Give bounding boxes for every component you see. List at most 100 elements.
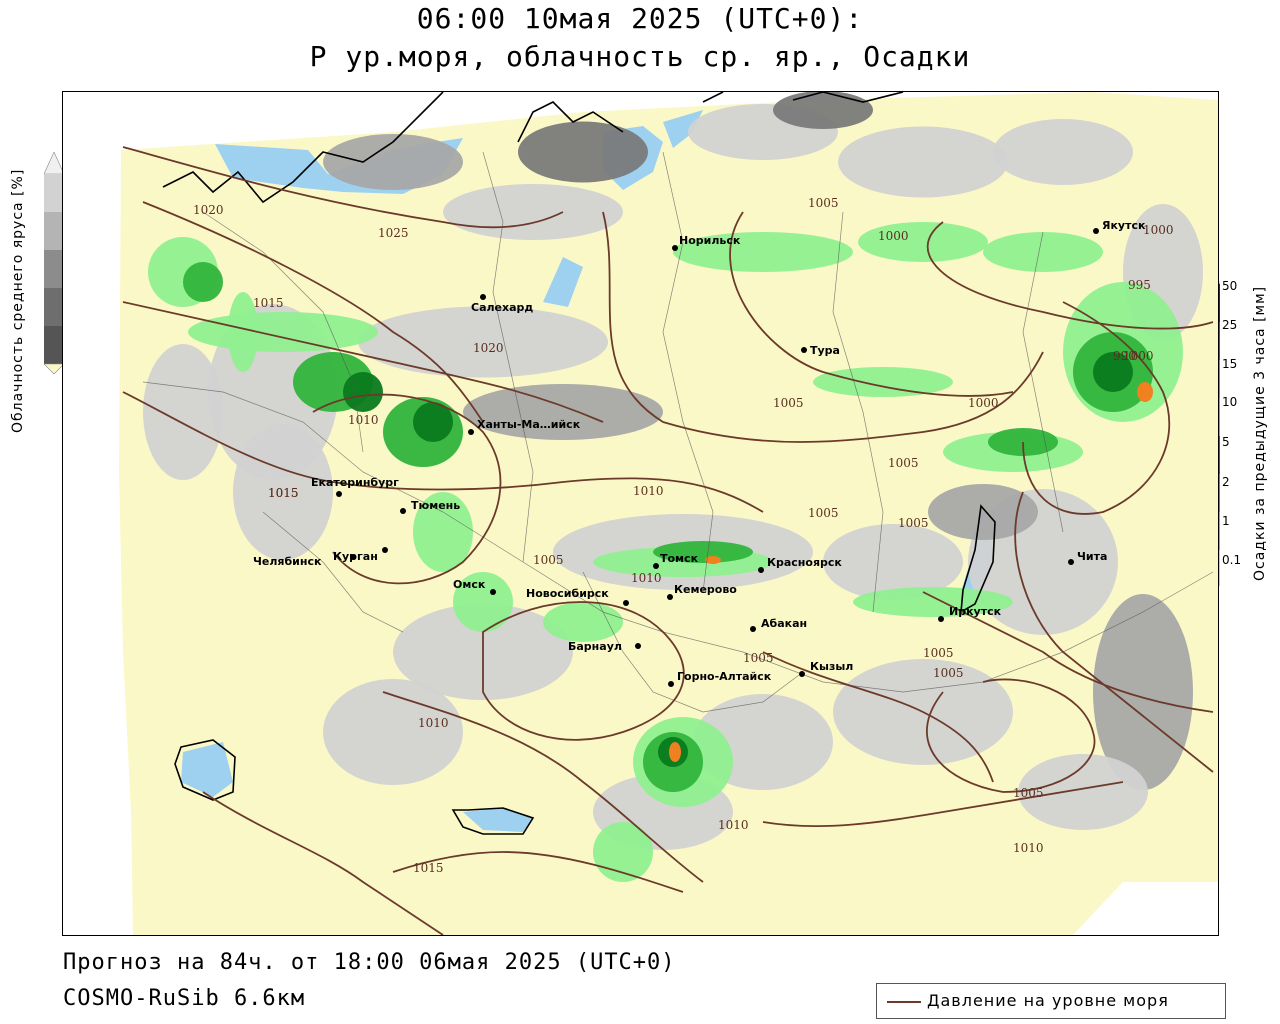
precip-patch <box>593 822 653 882</box>
model-name: COSMO-RuSib 6.6км <box>63 986 306 1011</box>
cloud-patch <box>358 306 608 378</box>
isobar <box>1014 491 1214 773</box>
city-label: Курган <box>333 550 378 563</box>
precip-patch <box>183 262 223 302</box>
city-label: Кемерово <box>674 583 737 596</box>
precip-tick-5: 5 <box>1222 435 1230 449</box>
city-marker <box>468 429 474 435</box>
water-body <box>543 257 583 307</box>
precip-tick-50: 50 <box>1222 279 1238 293</box>
isobar-label: 1005 <box>808 196 839 210</box>
city-label: Тура <box>810 344 840 357</box>
cloud-patch <box>823 524 963 600</box>
isobar-legend: Давление на уровне моря <box>876 983 1226 1019</box>
city-label: Челябинск <box>253 555 322 568</box>
city-marker <box>350 554 356 560</box>
cloud-patch <box>928 484 1038 540</box>
chart-title-time: 06:00 10мая 2025 (UTC+0): <box>416 2 864 35</box>
city-marker <box>801 347 807 353</box>
precip-tick-1: 1 <box>1222 514 1230 528</box>
forecast-info: Прогноз на 84ч. от 18:00 06мая 2025 (UTC… <box>63 950 676 975</box>
city-label: Норильск <box>679 234 741 247</box>
isobar-legend-swatch <box>887 1001 921 1003</box>
isobar <box>602 211 1044 443</box>
isobar <box>762 651 994 783</box>
coastline <box>162 92 996 835</box>
city-label: Ханты-Ма…ийск <box>477 418 581 431</box>
isobar-label: 1020 <box>193 203 224 217</box>
isobar <box>202 791 444 935</box>
cloud-scale-title: Облачность среднего яруса [%] <box>10 168 26 433</box>
isobars <box>122 146 1214 935</box>
cloud-bar-segment <box>44 288 64 326</box>
cloud-patch <box>993 119 1133 185</box>
precip-heavy-patch <box>705 556 721 564</box>
isobar <box>392 851 684 893</box>
cloud-patch <box>463 384 663 440</box>
precip-tick-15: 15 <box>1222 357 1238 371</box>
cloud-bar-tail <box>44 363 64 374</box>
city-label: Якутск <box>1102 219 1146 232</box>
city-marker <box>667 594 673 600</box>
city-marker <box>653 563 659 569</box>
isobar <box>382 691 704 883</box>
city-label: Кызыл <box>810 660 853 673</box>
precip-tick-25: 25 <box>1222 318 1238 332</box>
precip-heavy-patch <box>669 742 681 762</box>
precip-patch <box>413 492 473 572</box>
isobar-label: 1005 <box>888 456 919 470</box>
precip-scale-title: Осадки за предыдущие 3 часа [мм] <box>1252 285 1268 581</box>
city-marker <box>480 294 486 300</box>
cloud-patch <box>1018 754 1148 830</box>
isobar-label: 1000 <box>1123 349 1154 363</box>
isobar-labels: 1020 1025 1015 1020 1010 1015 1015 1010 1005 1000… <box>193 196 1174 875</box>
cloud-bar-segment <box>44 326 64 364</box>
cloud-bar-cap <box>44 152 64 175</box>
precip-patch <box>673 232 853 272</box>
city-marker <box>623 600 629 606</box>
city-label: Барнаул <box>568 640 622 653</box>
isobar-label: 1005 <box>923 646 954 660</box>
isobar <box>922 591 1214 713</box>
isobar <box>926 221 1214 330</box>
cloud-bar-segment <box>44 250 64 288</box>
city-marker <box>635 643 641 649</box>
city-label: Салехард <box>471 301 533 314</box>
city-marker <box>400 508 406 514</box>
isobar <box>122 301 604 423</box>
isobar-label: 1020 <box>473 341 504 355</box>
cloud-bar-segment <box>44 212 64 250</box>
isobar <box>729 211 1014 397</box>
water-body <box>181 742 233 797</box>
cloud-patch <box>323 134 463 190</box>
isobar <box>1022 301 1171 515</box>
isobar-label: 1005 <box>808 506 839 520</box>
precip-patch <box>228 292 258 372</box>
cloud-patch <box>773 92 873 129</box>
precip-patch <box>188 312 378 352</box>
isobar-label: 1015 <box>413 861 444 875</box>
isobar <box>122 391 764 513</box>
cities: Норильск Салехард Ханты-Ма…ийск Тура Якутск Е… <box>253 219 1146 687</box>
precipitation <box>148 222 1183 882</box>
city-label: Чита <box>1077 550 1107 563</box>
cloud-patch <box>838 126 1008 198</box>
water-body <box>663 110 703 148</box>
city-marker <box>1093 228 1099 234</box>
isobar <box>482 601 685 741</box>
precip-tick-10: 10 <box>1222 395 1238 409</box>
precip-patch <box>543 602 623 642</box>
precip-heavy-patch <box>1137 382 1153 402</box>
city-marker <box>1068 559 1074 565</box>
isobar-label: 1025 <box>378 226 409 240</box>
isobar-label: 1015 <box>268 486 299 500</box>
cloud-cover <box>143 92 1203 850</box>
city-marker <box>799 671 805 677</box>
city-marker <box>672 245 678 251</box>
cloud-patch <box>518 121 648 183</box>
city-marker <box>750 626 756 632</box>
city-marker <box>382 547 388 553</box>
isobar-label: 1010 <box>1013 841 1044 855</box>
cloud-patch <box>1093 594 1193 790</box>
isobar-label: 995 <box>1128 278 1151 292</box>
